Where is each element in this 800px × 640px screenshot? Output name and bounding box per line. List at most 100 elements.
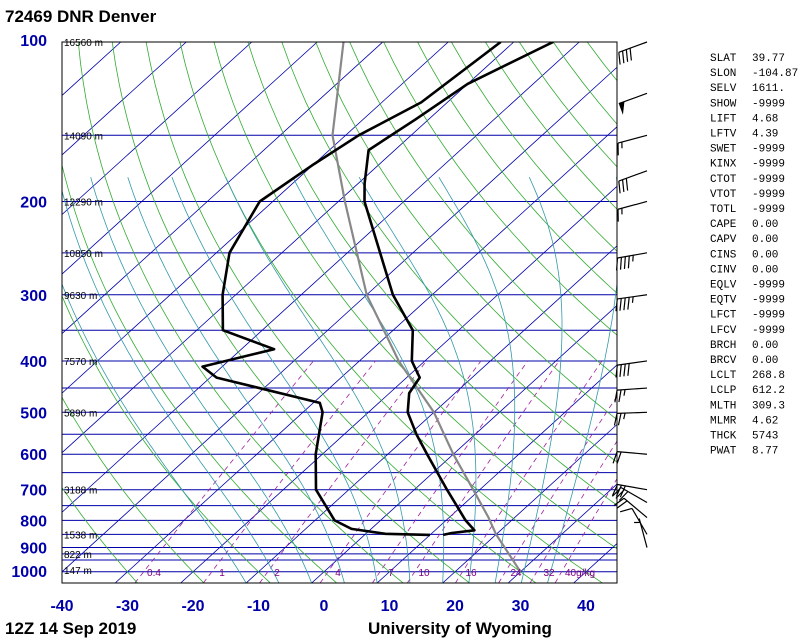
pressure-tick-label: 200 <box>20 194 47 211</box>
isotherm <box>0 42 55 583</box>
mixing-ratio-line <box>372 360 529 583</box>
height-label: 10850 m <box>64 249 103 260</box>
barb-flag <box>618 389 622 403</box>
index-value: 0.00 <box>752 340 778 352</box>
wind-barb <box>618 170 648 194</box>
index-key: SHOW <box>710 98 737 110</box>
wind-barbs <box>611 41 648 548</box>
wind-barb <box>613 411 648 426</box>
index-value: -9999 <box>752 295 785 307</box>
barb-shaft <box>617 451 648 455</box>
barb-flag <box>612 451 618 464</box>
barb-flag <box>619 507 633 513</box>
temperature-tick-label: -40 <box>50 598 73 615</box>
dry-adiabat <box>145 42 537 583</box>
moist-adiabat <box>127 177 345 583</box>
index-value: 0.00 <box>752 234 778 246</box>
index-value: 5743 <box>752 431 778 443</box>
mixing-ratio-line <box>259 360 427 583</box>
footer-time: 12Z 14 Sep 2019 <box>5 619 136 638</box>
index-value: 0.00 <box>752 264 778 276</box>
barb-flag <box>614 390 618 403</box>
index-key: MLTH <box>710 400 736 412</box>
pressure-tick-label: 300 <box>20 288 47 305</box>
dry-adiabat <box>62 294 271 583</box>
isotherm <box>62 42 580 513</box>
index-key: CAPE <box>710 219 737 231</box>
temperature-tick-label: -30 <box>116 598 139 615</box>
moist-adiabat <box>292 177 445 583</box>
height-label: 12290 m <box>64 197 103 208</box>
index-key: EQTV <box>710 295 737 307</box>
pressure-tick-label: 400 <box>20 354 47 371</box>
barb-half-flag <box>631 296 634 303</box>
dry-adiabat <box>62 396 205 583</box>
pressure-tick-label: 600 <box>20 447 47 464</box>
dry-adiabat <box>417 42 617 294</box>
isotherm <box>62 42 515 454</box>
barb-flag <box>629 48 632 61</box>
index-value: -9999 <box>752 98 785 110</box>
barb-flag <box>621 179 625 193</box>
mixing-ratio-label: 2 <box>274 568 280 579</box>
barb-flag <box>625 178 629 191</box>
index-key: PWAT <box>710 446 737 458</box>
barb-shaft <box>638 518 648 548</box>
pressure-tick-label: 1000 <box>11 564 47 581</box>
profile-lines <box>201 42 554 573</box>
barb-flag <box>611 484 619 497</box>
index-value: -9999 <box>752 325 785 337</box>
barb-half-flag <box>623 389 626 396</box>
height-label: 16560 m <box>64 38 103 49</box>
mixing-ratio-line <box>406 360 560 583</box>
mixing-ratio-label: 1 <box>219 568 225 579</box>
isotherm <box>62 42 122 96</box>
barb-shaft <box>618 92 648 105</box>
moist-adiabat <box>358 176 477 583</box>
barb-shaft <box>617 360 648 366</box>
mixing-ratio-label: 16 <box>465 568 477 579</box>
dry-adiabat <box>62 163 338 583</box>
isotherm <box>311 304 617 583</box>
index-value: 4.39 <box>752 129 778 141</box>
index-value: -9999 <box>752 280 785 292</box>
index-key: LFCV <box>710 325 737 337</box>
dry-adiabat <box>791 42 800 583</box>
index-key: CINV <box>710 264 737 276</box>
index-key: EQLV <box>710 280 737 292</box>
mixing-ratio-label: 4 <box>335 568 341 579</box>
dry-adiabat <box>179 42 603 583</box>
index-key: CTOT <box>710 174 737 186</box>
pressure-tick-label: 700 <box>20 483 47 500</box>
index-key: CINS <box>710 249 737 261</box>
wind-barb <box>612 451 648 464</box>
barb-shaft <box>617 200 648 210</box>
pressure-tick-label: 500 <box>20 405 47 422</box>
index-key: CAPV <box>710 234 737 246</box>
temperature-line <box>363 42 554 537</box>
mixing-ratio-label: 7 <box>388 568 394 579</box>
wind-barb <box>611 486 648 504</box>
mixing-ratio-label: 32 <box>543 568 555 579</box>
index-value: 0.00 <box>752 355 778 367</box>
index-value: -9999 <box>752 144 785 156</box>
index-value: -9999 <box>752 310 785 322</box>
dry-adiabat <box>77 42 404 583</box>
wind-barb <box>617 200 648 222</box>
index-value: 268.8 <box>752 370 785 382</box>
height-label: 5890 m <box>64 408 97 419</box>
height-label: 822 m <box>64 550 92 561</box>
wind-barb <box>617 134 648 156</box>
mixing-ratio-line <box>134 360 314 583</box>
chart-title: 72469 DNR Denver <box>5 7 157 26</box>
mixing-ratio-label: 24 <box>510 568 522 579</box>
barb-half-flag <box>623 412 626 420</box>
temperature-tick-label: 0 <box>320 598 329 615</box>
index-value: 4.62 <box>752 415 778 427</box>
isotherm <box>62 42 449 394</box>
dry-adiabat <box>62 486 138 583</box>
barb-flag <box>619 364 622 377</box>
pressure-tick-label: 800 <box>20 513 47 530</box>
